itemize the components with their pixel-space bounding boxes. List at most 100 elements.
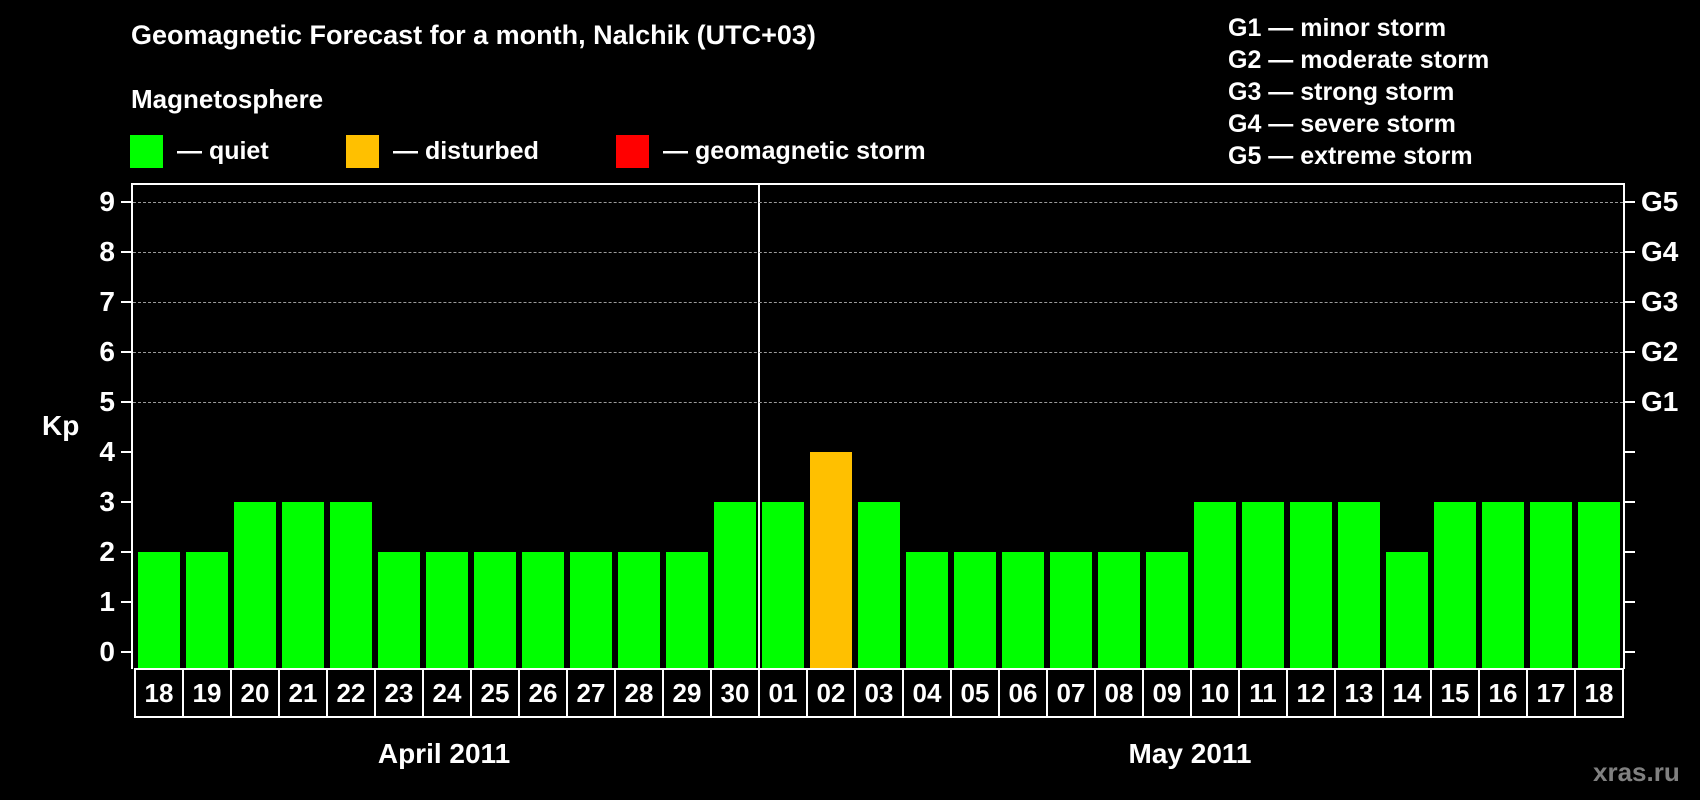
- date-cell: 01: [760, 670, 808, 716]
- gridline: [133, 352, 1623, 353]
- storm-scale-legend: G1 — minor storm G2 — moderate storm G3 …: [1228, 12, 1489, 172]
- bar-quiet: [1386, 552, 1428, 668]
- plot-frame: [131, 183, 1625, 669]
- legend-label: — quiet: [177, 136, 269, 165]
- watermark: xras.ru: [1593, 757, 1680, 787]
- date-cell: 24: [424, 670, 472, 716]
- storm-level-label: G4: [1641, 236, 1679, 267]
- date-cell: 02: [808, 670, 856, 716]
- gridline: [133, 302, 1623, 303]
- right-tick: [1625, 551, 1635, 553]
- date-cell: 21: [280, 670, 328, 716]
- legend-label: — geomagnetic storm: [663, 136, 926, 165]
- date-cell: 05: [952, 670, 1000, 716]
- legend-label: — disturbed: [393, 136, 539, 165]
- date-cell: 16: [1480, 670, 1528, 716]
- date-cell: 27: [568, 670, 616, 716]
- date-cell: 22: [328, 670, 376, 716]
- y-tick-label: 1: [99, 586, 115, 617]
- date-cell: 07: [1048, 670, 1096, 716]
- bar-quiet: [954, 552, 996, 668]
- date-cell: 11: [1240, 670, 1288, 716]
- storm-level-label: G1: [1641, 386, 1679, 417]
- gridline: [133, 252, 1623, 253]
- right-tick: [1625, 401, 1635, 403]
- y-tick-label: 2: [99, 536, 115, 567]
- legend-item-quiet: — quiet: [130, 134, 269, 168]
- quiet-swatch-icon: [130, 134, 163, 168]
- y-axis-label: Kp: [42, 410, 80, 441]
- bar-quiet: [1482, 502, 1524, 668]
- date-cell: 28: [616, 670, 664, 716]
- y-tick-label: 4: [99, 436, 115, 467]
- date-cell: 25: [472, 670, 520, 716]
- y-tick: [121, 201, 131, 203]
- disturbed-swatch-icon: [346, 134, 379, 168]
- y-tick-label: 3: [99, 486, 115, 517]
- bar-quiet: [282, 502, 324, 668]
- bar-quiet: [1002, 552, 1044, 668]
- bar-quiet: [426, 552, 468, 668]
- month-divider: [758, 183, 760, 669]
- date-cell: 04: [904, 670, 952, 716]
- storm-scale-g3: G3 — strong storm: [1228, 78, 1455, 106]
- right-tick: [1625, 501, 1635, 503]
- y-tick: [121, 301, 131, 303]
- bar-quiet: [1194, 502, 1236, 668]
- bar-quiet: [1098, 552, 1140, 668]
- storm-level-label: G2: [1641, 336, 1679, 367]
- right-tick: [1625, 451, 1635, 453]
- month-label-april: April 2011: [377, 738, 511, 769]
- date-cell: 12: [1288, 670, 1336, 716]
- y-tick: [121, 551, 131, 553]
- date-cell: 30: [712, 670, 760, 716]
- storm-level-label: G3: [1641, 286, 1679, 317]
- bar-quiet: [618, 552, 660, 668]
- date-cell: 18: [136, 670, 184, 716]
- y-tick: [121, 601, 131, 603]
- bar-quiet: [714, 502, 756, 668]
- right-tick: [1625, 651, 1635, 653]
- date-cell: 06: [1000, 670, 1048, 716]
- legend-heading: Magnetosphere: [131, 84, 324, 114]
- bar-quiet: [1290, 502, 1332, 668]
- bar-quiet: [1050, 552, 1092, 668]
- legend-item-storm: — geomagnetic storm: [616, 134, 926, 168]
- bar-quiet: [234, 502, 276, 668]
- bar-quiet: [1338, 502, 1380, 668]
- date-cell: 26: [520, 670, 568, 716]
- date-cell: 09: [1144, 670, 1192, 716]
- right-tick: [1625, 351, 1635, 353]
- y-tick-label: 6: [99, 336, 115, 367]
- bar-quiet: [570, 552, 612, 668]
- right-tick: [1625, 301, 1635, 303]
- date-cell: 17: [1528, 670, 1576, 716]
- bar-quiet: [1242, 502, 1284, 668]
- bar-quiet: [858, 502, 900, 668]
- date-cell: 19: [184, 670, 232, 716]
- bar-quiet: [474, 552, 516, 668]
- bar-quiet: [378, 552, 420, 668]
- y-tick-label: 0: [99, 636, 115, 667]
- gridline: [133, 202, 1623, 203]
- storm-swatch-icon: [616, 134, 649, 168]
- bar-disturbed: [810, 452, 852, 668]
- bar-quiet: [522, 552, 564, 668]
- y-tick-label: 7: [99, 286, 115, 317]
- y-tick: [121, 351, 131, 353]
- bar-quiet: [762, 502, 804, 668]
- bar-quiet: [138, 552, 180, 668]
- storm-scale-g5: G5 — extreme storm: [1228, 142, 1473, 170]
- bar-quiet: [330, 502, 372, 668]
- date-cell: 23: [376, 670, 424, 716]
- date-cell: 18: [1576, 670, 1624, 716]
- bar-quiet: [906, 552, 948, 668]
- date-cell: 14: [1384, 670, 1432, 716]
- y-tick: [121, 451, 131, 453]
- date-cell: 10: [1192, 670, 1240, 716]
- date-cell: 13: [1336, 670, 1384, 716]
- legend-item-disturbed: — disturbed: [346, 134, 539, 168]
- y-tick-label: 5: [99, 386, 115, 417]
- bar-quiet: [186, 552, 228, 668]
- chart-title: Geomagnetic Forecast for a month, Nalchi…: [131, 20, 816, 50]
